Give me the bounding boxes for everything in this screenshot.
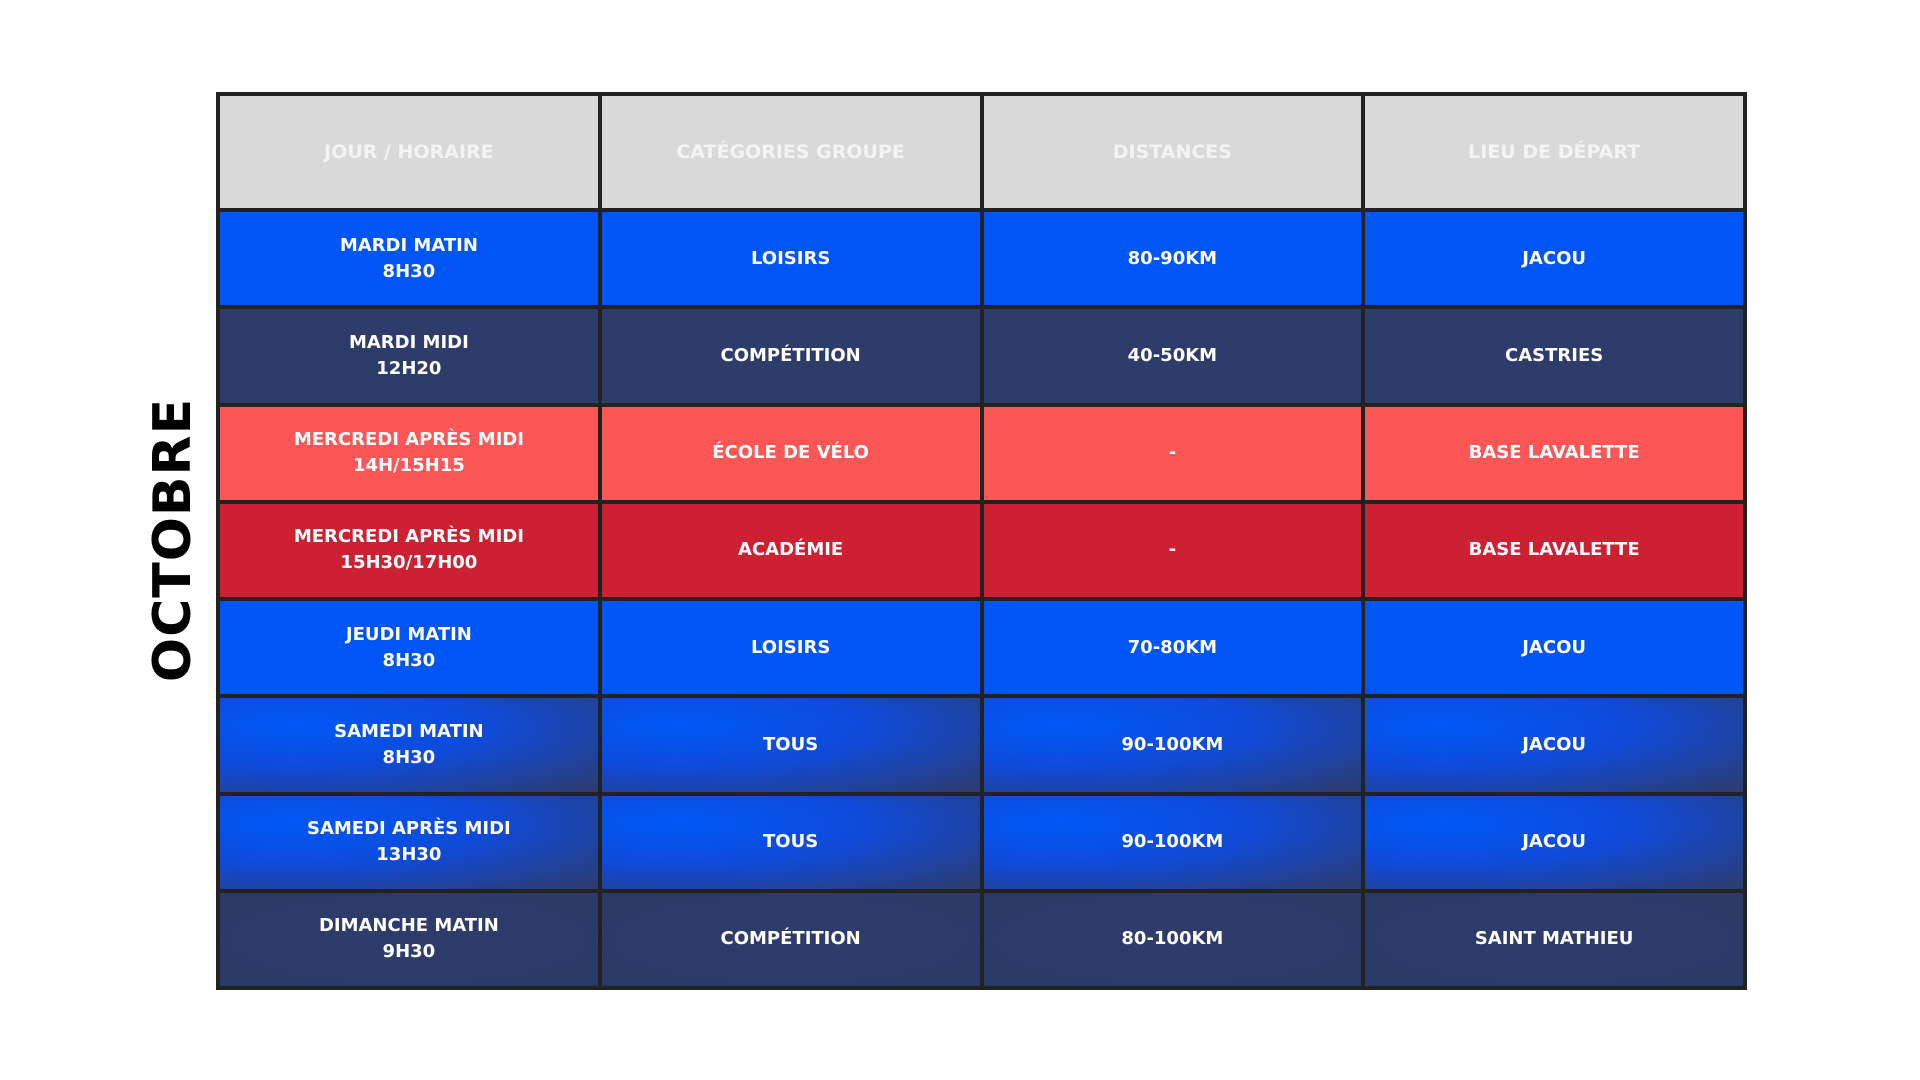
cell-day-time: DIMANCHE MATIN 9H30 xyxy=(216,888,602,991)
cell-day: MERCREDI APRÈS MIDI xyxy=(293,429,524,451)
cell-day: MERCREDI APRÈS MIDI xyxy=(293,526,524,548)
cell-distance: 90-100KM xyxy=(979,694,1366,796)
header-start-location: LIEU DE DÉPART xyxy=(1361,92,1747,212)
cell-day-time: MERCREDI APRÈS MIDI 15H30/17H00 xyxy=(216,499,602,602)
table-row: DIMANCHE MATIN 9H30 COMPÉTITION 80-100KM… xyxy=(216,888,1747,991)
cell-category: ACADÉMIE xyxy=(597,499,984,602)
cell-day: SAMEDI MATIN xyxy=(334,720,484,742)
cell-start-location: BASE LAVALETTE xyxy=(1361,402,1747,504)
cell-time: 15H30/17H00 xyxy=(340,552,478,574)
header-category: CATÉGORIES GROUPE xyxy=(597,92,984,212)
header-distance: DISTANCES xyxy=(979,92,1366,212)
cell-category: LOISIRS xyxy=(597,596,984,699)
cell-time: 9H30 xyxy=(382,941,436,963)
cell-start-location: JACOU xyxy=(1361,694,1747,796)
cell-day: SAMEDI APRÈS MIDI xyxy=(306,818,511,840)
cell-category: COMPÉTITION xyxy=(597,888,984,991)
table-row: MARDI MIDI 12H20 COMPÉTITION 40-50KM CAS… xyxy=(216,305,1747,407)
cell-distance: - xyxy=(979,499,1366,602)
cell-time: 12H20 xyxy=(376,357,442,379)
cell-time: 13H30 xyxy=(376,844,442,866)
cell-category: COMPÉTITION xyxy=(597,305,984,407)
cell-day: JEUDI MATIN xyxy=(345,623,472,645)
cell-start-location: JACOU xyxy=(1361,596,1747,699)
cell-distance: 80-90KM xyxy=(979,207,1366,310)
schedule-table: JOUR / HORAIRE CATÉGORIES GROUPE DISTANC… xyxy=(216,92,1747,991)
cell-distance: 70-80KM xyxy=(979,596,1366,699)
cell-day: MARDI MIDI xyxy=(348,331,469,353)
header-day-time: JOUR / HORAIRE xyxy=(216,92,602,212)
cell-time: 8H30 xyxy=(382,260,436,282)
cell-distance: 80-100KM xyxy=(979,888,1366,991)
cell-time: 14H/15H15 xyxy=(352,455,465,477)
month-label: OCTOBRE xyxy=(143,397,203,683)
cell-day-time: MERCREDI APRÈS MIDI 14H/15H15 xyxy=(216,402,602,504)
cell-day-time: SAMEDI MATIN 8H30 xyxy=(216,694,602,796)
cell-distance: 90-100KM xyxy=(979,791,1366,893)
cell-start-location: JACOU xyxy=(1361,791,1747,893)
cell-day: DIMANCHE MATIN xyxy=(318,915,499,937)
table-row: MERCREDI APRÈS MIDI 14H/15H15 ÉCOLE DE V… xyxy=(216,402,1747,504)
cell-start-location: CASTRIES xyxy=(1361,305,1747,407)
table-row: MARDI MATIN 8H30 LOISIRS 80-90KM JACOU xyxy=(216,207,1747,310)
cell-day: MARDI MATIN xyxy=(339,234,478,256)
cell-start-location: JACOU xyxy=(1361,207,1747,310)
cell-category: ÉCOLE DE VÉLO xyxy=(597,402,984,504)
cell-day-time: SAMEDI APRÈS MIDI 13H30 xyxy=(216,791,602,893)
cell-day-time: MARDI MATIN 8H30 xyxy=(216,207,602,310)
cell-start-location: SAINT MATHIEU xyxy=(1361,888,1747,991)
table-row: SAMEDI APRÈS MIDI 13H30 TOUS 90-100KM JA… xyxy=(216,791,1747,893)
cell-category: TOUS xyxy=(597,694,984,796)
cell-start-location: BASE LAVALETTE xyxy=(1361,499,1747,602)
cell-time: 8H30 xyxy=(382,746,436,768)
table-header-row: JOUR / HORAIRE CATÉGORIES GROUPE DISTANC… xyxy=(216,92,1747,212)
cell-distance: 40-50KM xyxy=(979,305,1366,407)
table-row: SAMEDI MATIN 8H30 TOUS 90-100KM JACOU xyxy=(216,694,1747,796)
cell-day-time: JEUDI MATIN 8H30 xyxy=(216,596,602,699)
cell-time: 8H30 xyxy=(382,649,436,671)
table-row: MERCREDI APRÈS MIDI 15H30/17H00 ACADÉMIE… xyxy=(216,499,1747,602)
cell-category: TOUS xyxy=(597,791,984,893)
cell-category: LOISIRS xyxy=(597,207,984,310)
table-row: JEUDI MATIN 8H30 LOISIRS 70-80KM JACOU xyxy=(216,596,1747,699)
cell-day-time: MARDI MIDI 12H20 xyxy=(216,305,602,407)
cell-distance: - xyxy=(979,402,1366,504)
